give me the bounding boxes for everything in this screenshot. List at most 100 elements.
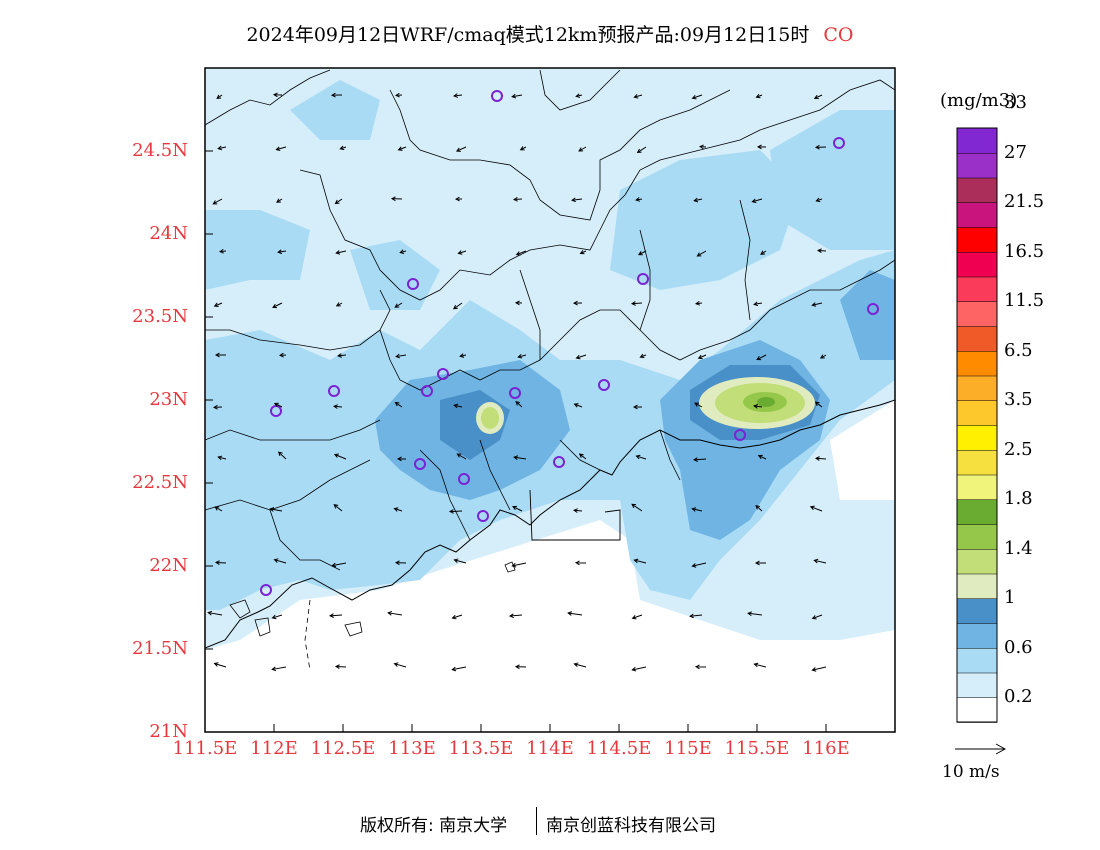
wind-arrow xyxy=(515,250,527,256)
wind-arrow xyxy=(631,666,647,672)
island xyxy=(504,561,516,573)
station-marker xyxy=(260,584,272,596)
wind-arrow xyxy=(275,146,287,152)
wind-arrow xyxy=(694,402,703,408)
wind-arrow xyxy=(633,558,647,564)
wind-arrow xyxy=(453,403,463,409)
station-marker xyxy=(734,429,746,441)
colorbar-segment xyxy=(956,251,998,278)
wind-arrow xyxy=(339,145,347,151)
station-marker xyxy=(637,273,649,285)
colorbar-segment xyxy=(956,622,998,649)
colorbar-label: 2.5 xyxy=(1004,438,1033,460)
wind-arrow xyxy=(395,353,407,359)
wind-arrow xyxy=(393,662,407,668)
lat-tick-label: 22N xyxy=(149,555,188,576)
reference-vector-label: 10 m/s xyxy=(942,762,1000,782)
wind-arrow xyxy=(457,250,467,255)
island xyxy=(229,599,251,619)
station-marker xyxy=(867,303,879,315)
wind-arrow xyxy=(393,507,403,512)
colorbar-label: 1 xyxy=(1004,587,1016,609)
boundary-line xyxy=(389,89,731,221)
wind-arrow xyxy=(511,93,523,99)
colorbar-segment xyxy=(956,523,998,550)
wind-arrow xyxy=(397,146,407,151)
boundary-line xyxy=(205,289,391,351)
boundary-line xyxy=(419,449,471,541)
colorbar-segment xyxy=(956,697,998,723)
wind-arrow xyxy=(517,353,527,359)
wind-arrow xyxy=(811,666,827,672)
wind-arrow xyxy=(334,664,347,670)
wind-arrow xyxy=(451,614,463,620)
wind-arrow xyxy=(753,404,763,409)
wind-arrow xyxy=(453,558,467,564)
colorbar-label: 16.5 xyxy=(1004,240,1045,262)
colorbar-label: 0.6 xyxy=(1004,636,1033,658)
lat-tick-label: 23.5N xyxy=(132,306,188,327)
wind-arrow xyxy=(809,505,823,512)
lon-tick-label: 113.5E xyxy=(448,738,514,759)
wind-arrow xyxy=(396,456,407,462)
wind-arrow xyxy=(277,249,287,255)
wind-arrow xyxy=(698,144,707,150)
wind-arrow xyxy=(572,300,583,306)
boundary-line xyxy=(559,439,601,471)
wind-arrow xyxy=(509,613,523,619)
wind-arrow xyxy=(514,300,523,306)
wind-arrow xyxy=(512,505,523,512)
lat-tick-label: 22.5N xyxy=(132,472,188,493)
colorbar xyxy=(956,127,998,723)
coastline xyxy=(205,399,895,649)
lon-tick-label: 112E xyxy=(250,738,298,759)
copyright-divider xyxy=(536,807,537,835)
station-marker xyxy=(421,385,433,397)
wind-arrow xyxy=(214,506,223,512)
station-marker xyxy=(553,456,565,468)
wind-arrow xyxy=(394,302,403,308)
wind-arrow xyxy=(271,666,287,672)
wind-arrow xyxy=(394,401,403,408)
wind-arrow xyxy=(387,610,403,616)
boundary-line xyxy=(479,439,511,511)
station-marker xyxy=(491,90,503,102)
wind-arrow xyxy=(691,507,703,512)
wind-arrow xyxy=(512,196,523,202)
colorbar-frame xyxy=(956,127,998,723)
wind-arrow xyxy=(696,250,707,257)
maritime-boundary xyxy=(304,599,311,671)
wind-arrow xyxy=(394,560,407,566)
wind-arrow xyxy=(213,302,223,308)
wind-arrow xyxy=(331,562,347,568)
wind-arrow xyxy=(572,508,583,513)
reference-arrow-head xyxy=(995,743,1007,755)
wind-arrow xyxy=(330,92,343,98)
lon-tick-label: 115.5E xyxy=(724,738,790,759)
wind-arrow xyxy=(578,146,587,152)
wind-arrow xyxy=(456,453,467,460)
wind-arrow xyxy=(454,196,463,202)
wind-arrow xyxy=(214,352,226,358)
wind-arrow xyxy=(451,666,467,672)
colorbar-segment xyxy=(956,548,998,575)
wind-arrow xyxy=(212,404,223,410)
station-marker xyxy=(509,387,521,399)
wind-arrow xyxy=(511,562,527,568)
field-0-6-top xyxy=(290,80,380,140)
wind-arrow xyxy=(573,403,583,408)
boundary-line xyxy=(519,269,541,360)
wind-arrow xyxy=(277,451,287,460)
colorbar-segment xyxy=(956,226,998,253)
concentration-field xyxy=(205,68,895,732)
wind-arrow xyxy=(631,503,643,512)
copyright-company: 南京创蓝科技有限公司 xyxy=(546,816,716,836)
wind-arrow xyxy=(276,198,283,203)
station-marker xyxy=(328,385,340,397)
wind-arrow xyxy=(334,198,343,205)
wind-arrow xyxy=(747,611,763,617)
field-1-0-ne xyxy=(840,270,895,360)
station-marker xyxy=(414,458,426,470)
wind-arrow xyxy=(635,197,643,202)
